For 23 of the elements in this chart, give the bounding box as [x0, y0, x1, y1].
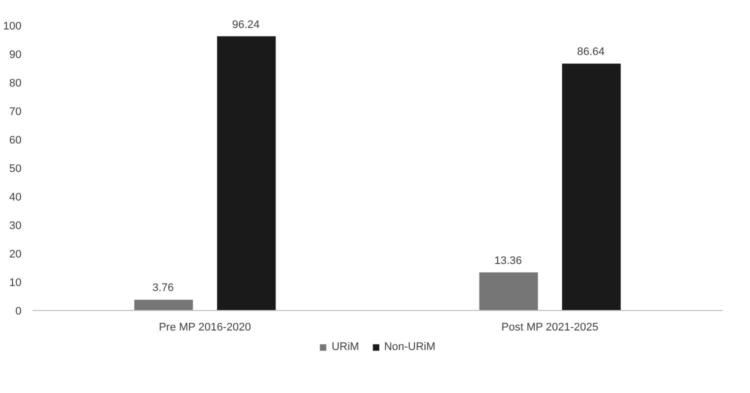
y-tick-label: 0 — [15, 306, 22, 318]
bar — [562, 64, 621, 310]
legend-label: Non-URiM — [384, 341, 436, 353]
y-tick-label: 50 — [9, 163, 22, 175]
bar — [479, 272, 538, 310]
x-tick-label: Pre MP 2016-2020 — [158, 322, 251, 334]
x-tick-label: Post MP 2021-2025 — [501, 322, 598, 334]
y-tick-label: 90 — [9, 49, 22, 61]
data-label: 13.36 — [494, 254, 522, 267]
data-label: 96.24 — [232, 18, 260, 31]
legend-label: URiM — [332, 341, 360, 353]
y-tick-label: 30 — [9, 220, 22, 232]
y-tick-label: 40 — [9, 192, 22, 204]
data-label: 3.76 — [152, 282, 174, 294]
y-tick-label: 70 — [9, 106, 22, 118]
y-tick-label: 100 — [3, 20, 22, 32]
bar — [217, 36, 276, 310]
y-tick-label: 60 — [9, 134, 22, 146]
y-tick-label: 20 — [9, 248, 22, 260]
bar — [134, 300, 193, 310]
y-tick-label: 10 — [9, 277, 22, 289]
y-tick-label: 80 — [9, 78, 22, 90]
data-label: 86.64 — [577, 46, 605, 58]
